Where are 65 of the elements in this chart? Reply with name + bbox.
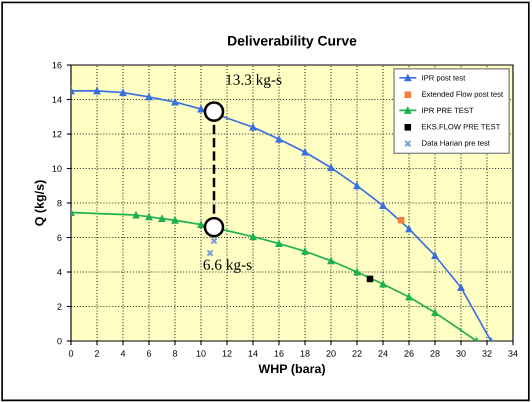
y-tick-label: 8 bbox=[57, 200, 62, 206]
x-tick-label: 20 bbox=[326, 350, 336, 357]
point bbox=[328, 257, 334, 264]
point bbox=[380, 202, 386, 210]
y-tick-label: 6 bbox=[57, 234, 62, 241]
annotation: 6.6 kg-s bbox=[204, 259, 252, 273]
point bbox=[172, 216, 178, 224]
point bbox=[398, 216, 404, 224]
x-tick-label: 14 bbox=[248, 350, 258, 357]
x-axis-title: WHP (bara) bbox=[258, 364, 325, 376]
x-tick-label: 18 bbox=[300, 350, 310, 357]
y-tick-label: 4 bbox=[57, 269, 62, 276]
x-tick-label: 26 bbox=[404, 350, 414, 357]
y-tick-label: 16 bbox=[52, 62, 62, 68]
x-tick-label: 10 bbox=[196, 350, 206, 357]
x-tick-label: 0 bbox=[68, 350, 74, 357]
point bbox=[380, 280, 386, 288]
point bbox=[94, 87, 100, 94]
point bbox=[406, 225, 412, 232]
point bbox=[354, 182, 360, 190]
y-tick-label: 12 bbox=[52, 130, 62, 138]
point bbox=[120, 89, 126, 96]
point bbox=[302, 148, 308, 156]
point bbox=[366, 276, 374, 282]
point bbox=[458, 284, 464, 291]
x-tick-label: 22 bbox=[352, 350, 362, 357]
point bbox=[198, 221, 204, 228]
point bbox=[250, 233, 256, 240]
point bbox=[172, 98, 178, 106]
y-tick-label: 14 bbox=[52, 96, 62, 103]
point bbox=[276, 240, 282, 248]
point bbox=[302, 248, 308, 255]
point bbox=[146, 93, 152, 100]
point bbox=[432, 309, 438, 316]
y-tick-label: 0 bbox=[57, 338, 62, 344]
y-tick-label: 2 bbox=[57, 303, 62, 310]
x-tick-label: 24 bbox=[378, 350, 388, 357]
point bbox=[354, 268, 360, 276]
point bbox=[432, 252, 438, 260]
point bbox=[276, 136, 282, 143]
x-tick-label: 30 bbox=[456, 350, 466, 357]
y-axis-title: Q (kg/s) bbox=[34, 180, 46, 226]
chart-title: Deliverability Curve bbox=[228, 35, 356, 48]
x-tick-label: 12 bbox=[222, 350, 232, 357]
point bbox=[132, 212, 140, 219]
x-tick-label: 16 bbox=[274, 350, 284, 357]
point bbox=[146, 213, 152, 220]
y-tick-label: 10 bbox=[52, 165, 62, 172]
point bbox=[204, 216, 224, 238]
point bbox=[158, 215, 166, 222]
point bbox=[250, 124, 256, 131]
x-tick-label: 2 bbox=[94, 350, 100, 357]
point bbox=[210, 237, 218, 245]
point bbox=[198, 106, 204, 112]
point bbox=[206, 249, 214, 257]
point bbox=[406, 294, 412, 300]
point bbox=[328, 164, 334, 172]
x-tick-label: 4 bbox=[120, 350, 126, 357]
annotation: 13.3 kg-s bbox=[226, 74, 282, 88]
point bbox=[204, 101, 224, 122]
x-tick-label: 34 bbox=[508, 350, 518, 357]
x-tick-label: 8 bbox=[172, 350, 178, 357]
x-tick-label: 32 bbox=[482, 350, 492, 357]
x-tick-label: 6 bbox=[146, 350, 152, 357]
x-tick-label: 28 bbox=[430, 350, 440, 357]
